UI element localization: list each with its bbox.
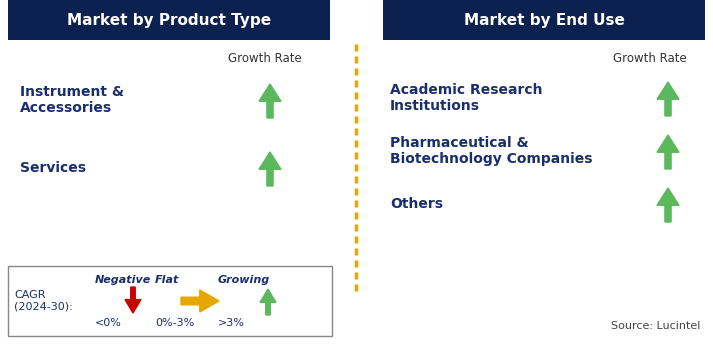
Bar <box>8 266 332 336</box>
FancyArrow shape <box>657 82 679 116</box>
Bar <box>383 0 705 40</box>
Text: >3%: >3% <box>218 318 245 328</box>
Text: Growth Rate: Growth Rate <box>228 52 302 64</box>
FancyArrow shape <box>657 188 679 222</box>
Bar <box>8 0 330 40</box>
Text: Others: Others <box>390 197 443 211</box>
Text: Flat: Flat <box>155 275 180 285</box>
FancyArrow shape <box>259 152 281 186</box>
FancyArrow shape <box>181 290 219 312</box>
Text: Academic Research
Institutions: Academic Research Institutions <box>390 83 543 113</box>
FancyArrow shape <box>260 289 276 315</box>
Text: Instrument &
Accessories: Instrument & Accessories <box>20 85 124 115</box>
Text: Services: Services <box>20 161 86 175</box>
Text: Market by Product Type: Market by Product Type <box>67 12 271 27</box>
FancyArrow shape <box>125 287 141 313</box>
Text: CAGR
(2024-30):: CAGR (2024-30): <box>14 290 73 312</box>
Text: Negative: Negative <box>95 275 151 285</box>
Text: Growth Rate: Growth Rate <box>613 52 687 64</box>
Text: 0%-3%: 0%-3% <box>155 318 194 328</box>
FancyArrow shape <box>259 84 281 118</box>
FancyArrow shape <box>657 135 679 169</box>
Text: Market by End Use: Market by End Use <box>463 12 625 27</box>
Text: Pharmaceutical &
Biotechnology Companies: Pharmaceutical & Biotechnology Companies <box>390 136 593 166</box>
Text: Growing: Growing <box>218 275 270 285</box>
Text: Source: Lucintel: Source: Lucintel <box>610 321 700 331</box>
Text: <0%: <0% <box>95 318 122 328</box>
